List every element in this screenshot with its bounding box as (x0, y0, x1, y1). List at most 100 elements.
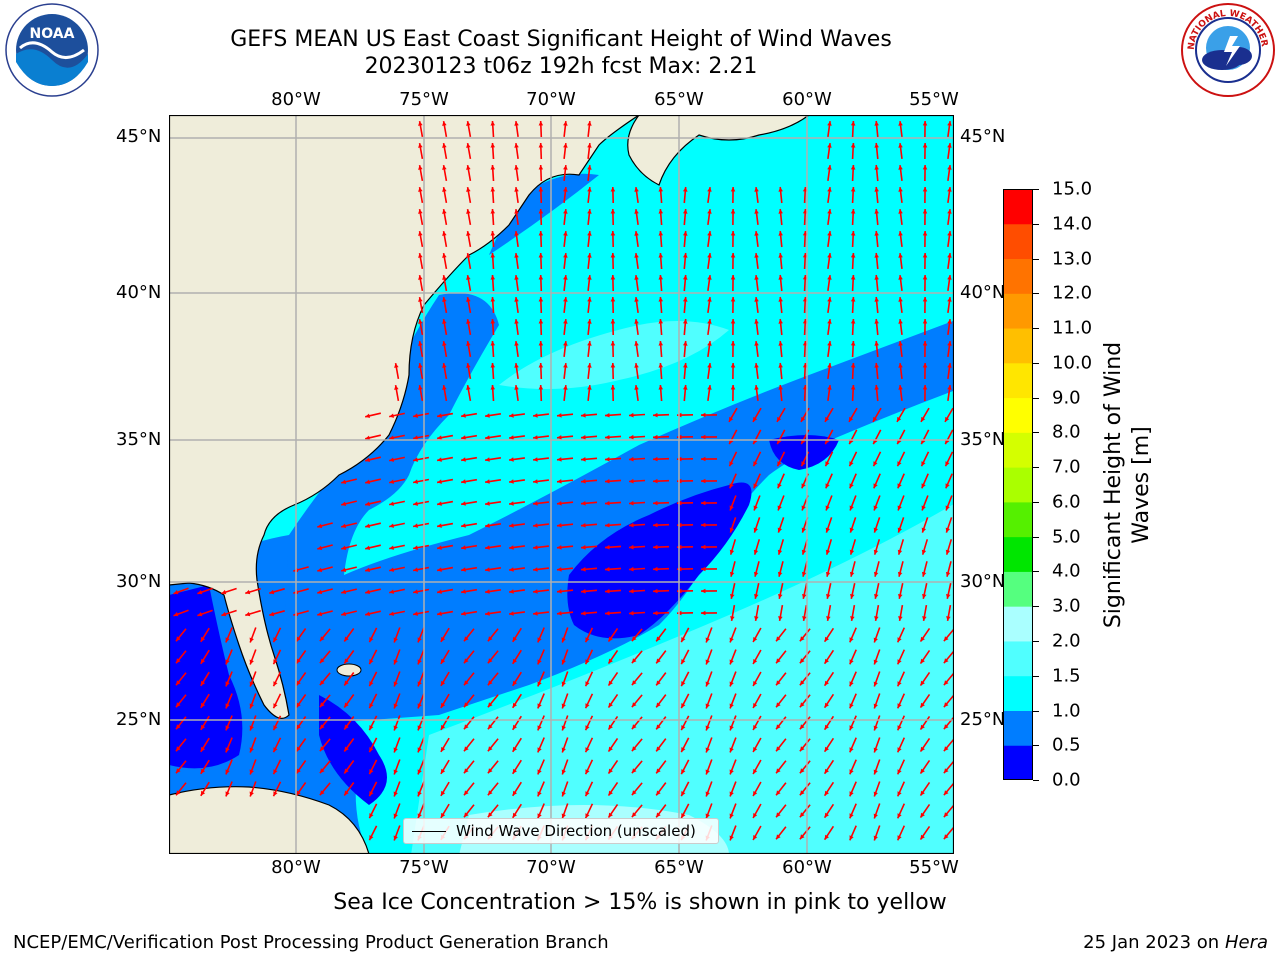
wave-arrow-head (581, 435, 586, 440)
wave-arrow-head (946, 594, 951, 599)
wave-arrow-head (945, 461, 950, 467)
wave-arrow-head (945, 549, 951, 555)
wave-arrow-head (417, 637, 422, 643)
wave-arrow-head (587, 253, 592, 258)
wave-arrow-head (610, 231, 616, 236)
wave-arrow-head (897, 483, 902, 489)
colorbar-tick-label: 7.0 (1052, 456, 1081, 478)
wave-arrow-head (563, 275, 568, 280)
wave-arrow-head (776, 812, 781, 818)
wave-arrow-head (490, 121, 495, 126)
wave-arrow-head (658, 319, 663, 324)
wave-arrow-head (729, 549, 735, 555)
lon-label-top: 70°W (526, 89, 576, 110)
wave-arrow-head (874, 209, 879, 214)
wave-arrow-head (947, 165, 952, 170)
wave-arrow-head (417, 681, 422, 687)
wave-arrow-head (825, 505, 830, 511)
wave-arrow-head (537, 769, 542, 775)
wave-arrow-head (561, 813, 566, 819)
wave-arrow-head (874, 253, 879, 258)
wave-arrow-head (778, 319, 783, 324)
wave-arrow-head (824, 834, 829, 840)
wave-arrow-head (538, 385, 544, 390)
colorbar-swatch (1003, 328, 1033, 364)
wave-arrow-head (778, 341, 783, 346)
wave-arrow-head (801, 505, 806, 511)
wave-arrow-head (610, 385, 616, 390)
wave-arrow-head (225, 725, 230, 731)
wave-arrow-head (729, 725, 734, 731)
wave-arrow-head (824, 746, 829, 752)
wave-arrow-head (319, 768, 325, 774)
wave-arrow-head (849, 483, 854, 489)
wave-arrow-head (730, 187, 736, 192)
chart-subtitle: 20230123 t06z 192h fcst Max: 2.21 (364, 54, 758, 79)
lat-label-right: 35°N (960, 429, 1006, 450)
wave-arrow-head (943, 636, 949, 642)
wave-arrow-head (629, 566, 634, 572)
wave-arrow-head (563, 187, 568, 192)
wave-arrow-head (512, 636, 517, 642)
wave-arrow-head (533, 589, 538, 594)
wave-arrow-head (344, 636, 349, 642)
lon-label-top: 60°W (782, 89, 832, 110)
wave-arrow-head (369, 835, 374, 841)
wave-arrow-head (850, 319, 856, 324)
wave-arrow-head (365, 413, 370, 418)
credit-text: NCEP/EMC/Verification Post Processing Pr… (13, 932, 609, 953)
wave-arrow-head (873, 791, 878, 797)
wave-arrow-head (754, 297, 759, 302)
wave-arrow-head (801, 549, 807, 555)
wave-arrow-head (341, 589, 347, 594)
wave-arrow-head (417, 769, 422, 775)
wave-arrow-head (393, 703, 398, 709)
wave-arrow-head (681, 681, 686, 687)
wave-arrow-head (461, 545, 466, 550)
wave-arrow-head (563, 253, 568, 258)
wave-arrow-head (418, 165, 423, 170)
wave-arrow-head (824, 636, 829, 642)
wave-arrow-head (200, 636, 206, 642)
lat-label-right: 40°N (960, 282, 1006, 303)
wave-arrow-head (581, 545, 586, 550)
bahamas-island (336, 663, 362, 677)
lat-label-left: 25°N (116, 709, 162, 730)
wave-arrow-head (317, 611, 323, 617)
wave-arrow-head (849, 571, 855, 577)
wave-arrow-head (850, 231, 856, 236)
wave-arrow-head (873, 637, 878, 643)
date-stamp: 25 Jan 2023 on Hera (1083, 932, 1268, 953)
wave-arrow-head (245, 611, 251, 617)
wave-arrow-head (413, 545, 418, 550)
noaa-logo-text: NOAA (30, 26, 75, 42)
wave-arrow-head (581, 457, 586, 462)
wave-arrow-head (200, 790, 206, 796)
wave-arrow-head (585, 769, 590, 775)
wave-arrow-head (827, 187, 832, 192)
wave-arrow-head (296, 680, 301, 686)
wave-arrow-head (440, 658, 446, 664)
wave-arrow-head (730, 616, 735, 621)
wave-arrow-head (776, 724, 781, 730)
wave-arrow-head (827, 341, 832, 346)
wave-arrow-head (393, 791, 398, 797)
wave-arrow-head (921, 571, 927, 577)
wave-arrow-head (393, 725, 398, 731)
wave-arrow-head (273, 747, 278, 753)
wave-arrow-head (681, 703, 686, 709)
wave-arrow-head (897, 527, 902, 533)
colorbar-tick-label: 10.0 (1052, 352, 1093, 374)
wave-arrow-head (538, 297, 544, 302)
wave-arrow-head (200, 658, 206, 664)
wave-arrow-head (296, 790, 301, 796)
wave-arrow-head (464, 790, 469, 796)
wave-arrow-head (365, 501, 370, 506)
wave-arrow-head (801, 416, 806, 422)
wave-arrow-head (849, 813, 854, 819)
wave-arrow-head (707, 385, 712, 390)
wave-arrow-head (753, 637, 758, 642)
wave-arrow-head (920, 680, 925, 686)
wave-arrow-head (538, 209, 544, 214)
wave-arrow-head (799, 680, 805, 686)
